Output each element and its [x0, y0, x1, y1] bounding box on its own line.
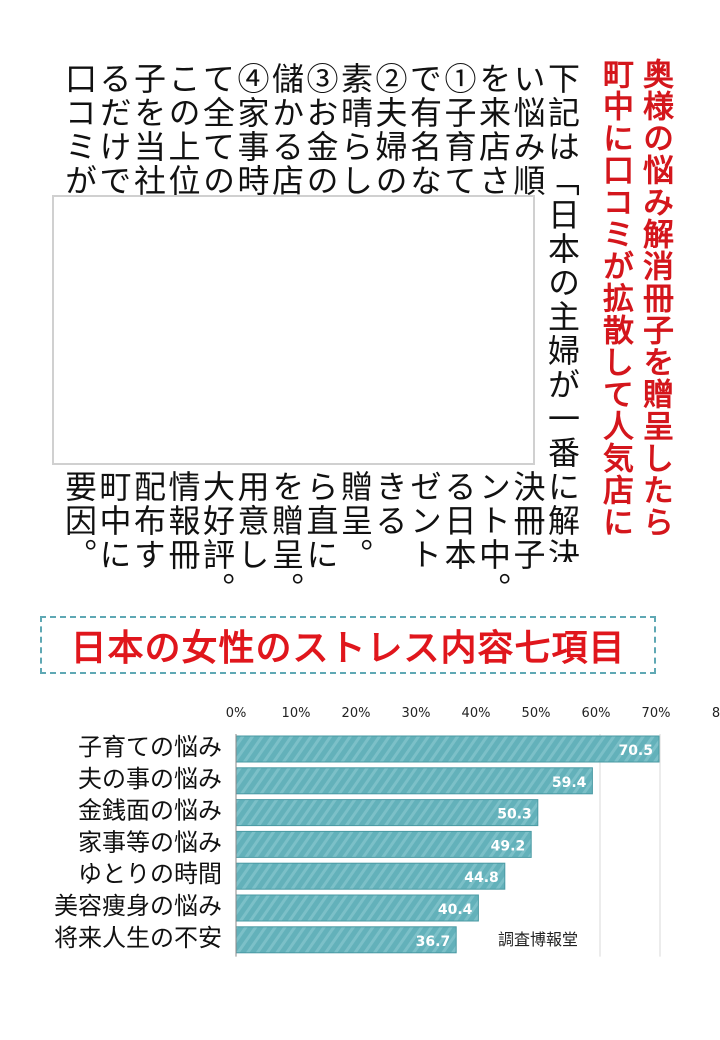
body-column-tail-15: 要因。: [60, 470, 98, 572]
body-column-12: この上位四: [165, 62, 200, 197]
bar: [235, 767, 593, 795]
category-label: 子育ての悩み: [78, 733, 222, 761]
bar: [235, 735, 660, 763]
blank-overlay-box: [52, 195, 535, 465]
body-column-tail-7: 贈呈。: [336, 470, 374, 572]
source-label: 調査博報堂: [498, 930, 578, 949]
bar-value-label: 50.3: [497, 807, 532, 823]
headline-line-2: 町中に口コミが拡散して人気店に: [597, 58, 633, 538]
chart-heading: 日本の女性のストレス内容七項目: [70, 627, 626, 669]
body-column-7: 素晴らし: [338, 62, 372, 197]
category-label: 家事等の悩み: [78, 828, 222, 856]
chart-heading-box: 日本の女性のストレス内容七項目: [40, 616, 656, 674]
bar: [235, 830, 532, 858]
bar-value-label: 49.2: [491, 838, 526, 854]
body-column-3: を来店され: [476, 62, 510, 197]
body-column-5: で有名な: [407, 62, 441, 197]
body-column-13: 子を当社か: [131, 62, 165, 197]
bar: [235, 799, 539, 827]
body-column-tail-4: る日本: [439, 470, 478, 572]
body-column-tail-5: ゼント: [405, 470, 443, 572]
x-tick-label: 8: [712, 706, 720, 721]
body-column-tail-14: 町中に: [94, 470, 133, 572]
body-column-14: るだけで評: [96, 62, 131, 197]
body-column-tail-12: 情報冊: [163, 470, 202, 572]
bar-value-label: 44.8: [464, 870, 499, 886]
body-column-10: ④家事時間: [234, 62, 269, 197]
body-column-11: て全ての: [200, 62, 234, 197]
bar-value-label: 40.4: [438, 902, 473, 918]
x-tick-label: 60%: [582, 706, 611, 721]
x-tick-label: 30%: [402, 706, 431, 721]
body-column-1: 下記は「日本の主婦が一番に解決した: [545, 62, 579, 562]
body-column-6: ②夫婦の性: [372, 62, 407, 197]
body-column-tail-9: を贈呈。: [267, 470, 305, 606]
body-column-15: 口コミが牛: [62, 62, 96, 197]
body-column-tail-13: 配布す: [129, 470, 167, 572]
bar-value-label: 59.4: [552, 775, 587, 791]
bar-value-label: 36.7: [416, 934, 451, 950]
category-label: 将来人生の不安: [54, 924, 222, 952]
x-tick-label: 70%: [642, 706, 671, 721]
x-tick-label: 20%: [342, 706, 371, 721]
bar: [235, 894, 479, 922]
x-tick-label: 10%: [282, 706, 311, 721]
category-label: 美容痩身の悩み: [54, 892, 222, 920]
x-tick-label: 50%: [522, 706, 551, 721]
body-column-tail-3: ント中。: [474, 470, 512, 606]
bar: [235, 926, 457, 954]
body-column-4: ①子育て悩: [441, 62, 476, 197]
x-tick-label: 40%: [462, 706, 491, 721]
bar: [235, 862, 506, 890]
category-label: 夫の事の悩み: [78, 765, 222, 793]
bar-value-label: 70.5: [618, 743, 653, 759]
stress-bar-chart: 0% 10% 20% 30% 40% 50% 60% 70% 8 子育ての悩み 70.5 夫の事の悩み…: [54, 706, 720, 957]
body-column-tail-10: 用意し: [232, 470, 271, 572]
body-column-tail-2: 決冊子: [508, 470, 547, 572]
body-column-tail-11: 大好評。: [198, 470, 236, 606]
headline-line-1: 奥様の悩み解消冊子を贈呈したら: [637, 58, 673, 538]
category-label: ゆとりの時間: [78, 860, 222, 888]
body-column-2: い悩み順位: [510, 62, 545, 197]
body-column-9: 儲かる店: [269, 62, 303, 197]
body-column-8: ③お金の悩: [303, 62, 338, 197]
body-column-tail-6: きる: [370, 470, 409, 538]
category-label: 金銭面の悩み: [78, 797, 222, 825]
body-column-tail-8: ら直に: [301, 470, 340, 572]
x-tick-label: 0%: [226, 706, 247, 721]
